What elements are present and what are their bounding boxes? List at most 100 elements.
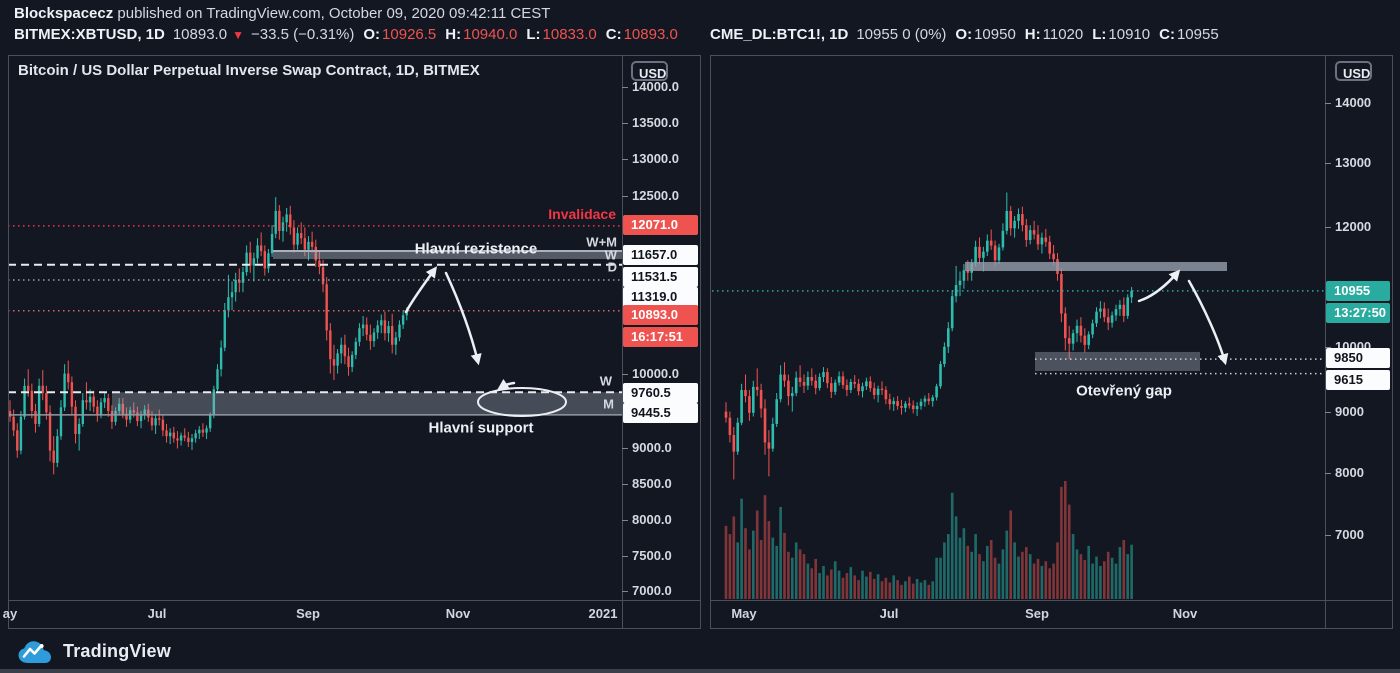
candle-body <box>1048 241 1051 254</box>
volume-bar <box>1130 544 1133 599</box>
candle-body <box>245 252 248 273</box>
candle-body <box>296 233 299 245</box>
volume-bar <box>814 558 817 599</box>
volume-bar <box>943 542 946 599</box>
candle-body <box>814 380 817 389</box>
volume-bar <box>1048 568 1051 599</box>
right-currency-usd-button[interactable]: USD <box>1335 61 1372 81</box>
ohlc-stat-value: 10893.0 <box>623 26 678 43</box>
candle-body <box>787 380 790 397</box>
candle-body <box>1021 214 1024 226</box>
candle-body <box>978 246 981 258</box>
candle-body <box>798 377 802 382</box>
candle-body <box>872 388 876 395</box>
axis-tick-mark <box>1325 473 1331 474</box>
candle-body <box>1071 333 1075 344</box>
right-axis-divider <box>1325 55 1326 629</box>
volume-bar <box>1095 556 1098 599</box>
candle-body <box>958 280 962 286</box>
left-currency-usd-button[interactable]: USD <box>631 61 668 81</box>
candle-body <box>810 377 814 381</box>
candle-body <box>892 401 895 405</box>
right-price-axis[interactable]: 14000 13000 12000 10000 9000 8000 7000 10955 13:… <box>1325 55 1392 600</box>
volume-bar <box>837 570 841 599</box>
axis-price-badge: 9850 <box>1326 348 1390 368</box>
volume-bar <box>791 557 794 599</box>
axis-tick-mark <box>622 484 628 485</box>
volume-bar <box>818 573 821 599</box>
right-ohlc-stats: O: 10950 H: 11020 L: 10910 C: 10955 <box>946 26 1218 43</box>
candle-body <box>861 386 864 392</box>
candle-body <box>365 324 368 335</box>
left-time-axis[interactable]: ay Jul Sep Nov 2021 <box>3 600 700 628</box>
right-time-axis[interactable]: May Jul Sep Nov <box>710 600 1392 628</box>
axis-tick-mark <box>622 87 628 88</box>
tradingview-cloud-logo-icon[interactable] <box>16 638 56 665</box>
volume-bar <box>1040 565 1044 599</box>
candle-body <box>168 432 172 437</box>
ohlc-stat-value: 11020 <box>1042 26 1084 43</box>
candle-body <box>336 353 339 366</box>
volume-bar <box>1079 554 1083 599</box>
tradingview-brand-text[interactable]: TradingView <box>63 641 171 661</box>
volume-bar <box>950 492 954 599</box>
candle-body <box>161 419 165 431</box>
candle-body <box>1118 304 1122 310</box>
time-axis-label: Jul <box>879 606 899 621</box>
axis-tick-mark <box>622 591 628 592</box>
candle-body <box>1005 211 1009 231</box>
candle-body <box>369 334 372 342</box>
candle-body <box>822 372 825 378</box>
left-axis-divider <box>622 55 623 629</box>
candle-body <box>118 403 121 411</box>
right-price-chart[interactable]: Otevřený gap <box>710 55 1325 600</box>
candle-body <box>904 403 907 408</box>
candle-body <box>791 393 794 397</box>
volume-bar <box>1103 561 1106 599</box>
candle-body <box>732 435 736 452</box>
right-pane-left-border <box>710 55 711 629</box>
volume-bar <box>830 569 833 599</box>
candle-body <box>865 381 868 387</box>
volume-bar <box>794 542 798 599</box>
volume-bar <box>876 574 880 599</box>
candle-body <box>110 411 114 422</box>
candle-body <box>837 376 841 383</box>
volume-bar <box>908 576 911 599</box>
axis-tick-mark <box>622 556 628 557</box>
candle-body <box>350 354 354 368</box>
volume-bar <box>970 551 973 599</box>
volume-bar <box>1032 563 1036 599</box>
candle-body <box>227 297 230 311</box>
left-price-axis[interactable]: 14000.0 13500.0 13000.0 12500.0 10000.0 9000.… <box>622 55 700 600</box>
candle-body <box>212 389 216 416</box>
volume-bar <box>880 581 884 599</box>
candle-body <box>806 377 810 386</box>
candle-body <box>252 258 256 266</box>
candle-body <box>219 347 223 370</box>
volume-bar <box>1064 481 1067 599</box>
candle-body <box>935 386 938 398</box>
candle-body <box>1079 325 1083 336</box>
candle-body <box>8 411 12 417</box>
candle-body <box>1130 290 1133 298</box>
candle-body <box>216 369 219 390</box>
right-pane-right-border <box>1392 55 1393 629</box>
right-symbol-name: CME_DL:BTC1!, 1D <box>710 26 849 43</box>
candle-body <box>34 411 37 424</box>
ohlc-stat-value: 10910 <box>1108 26 1151 43</box>
candle-body <box>194 433 197 439</box>
axis-tick-mark <box>1325 103 1331 104</box>
candle-body <box>310 241 314 247</box>
volume-bar <box>989 540 993 599</box>
volume-bar <box>947 534 950 599</box>
volume-bar <box>1106 551 1110 599</box>
volume-bar <box>802 554 806 599</box>
candle-body <box>223 310 226 348</box>
tradingview-branding[interactable]: TradingView <box>16 638 171 665</box>
volume-bar <box>974 534 977 599</box>
left-ohlc-stats: O: 10926.5 H: 10940.0 L: 10833.0 C: 10893.0 <box>354 26 677 43</box>
candle-body <box>289 214 292 228</box>
candle-body <box>1060 273 1063 314</box>
